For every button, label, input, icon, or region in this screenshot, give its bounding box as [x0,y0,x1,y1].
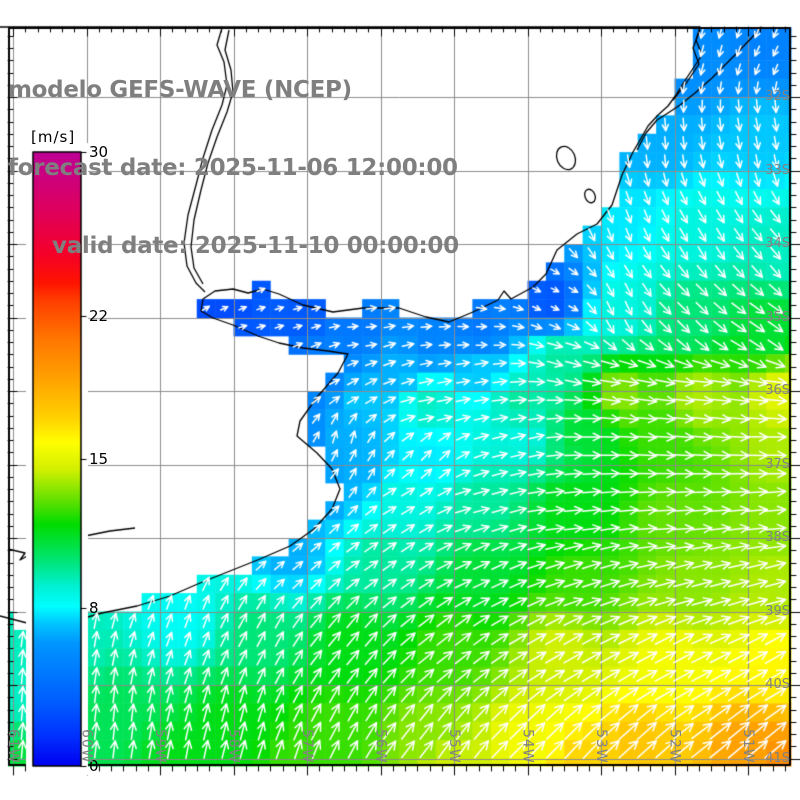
forecast-date-line: forecast date: 2025-11-06 12:00:00 [8,155,458,181]
model-title: modelo GEFS-WAVE (NCEP) [8,77,352,103]
colorbar-unit-label: [m/s] [31,128,76,146]
valid-date-line: valid date: 2025-11-10 00:00:00 [52,233,459,259]
chart-title-block: modelo GEFS-WAVE (NCEP) forecast date: 2… [8,25,459,311]
